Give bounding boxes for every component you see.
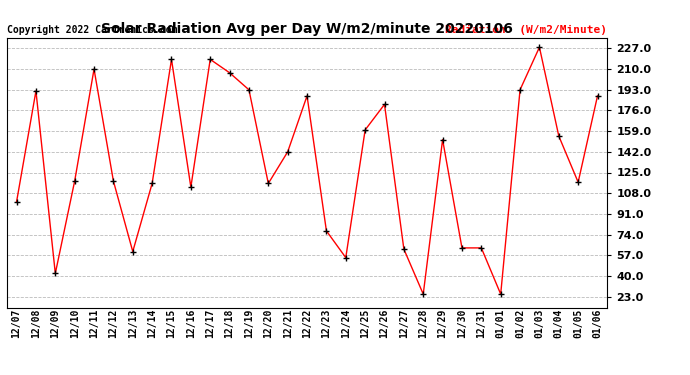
Text: Copyright 2022 Cartronics.com: Copyright 2022 Cartronics.com (7, 25, 177, 35)
Text: Radiation  (W/m2/Minute): Radiation (W/m2/Minute) (445, 25, 607, 35)
Title: Solar Radiation Avg per Day W/m2/minute 20220106: Solar Radiation Avg per Day W/m2/minute … (101, 22, 513, 36)
